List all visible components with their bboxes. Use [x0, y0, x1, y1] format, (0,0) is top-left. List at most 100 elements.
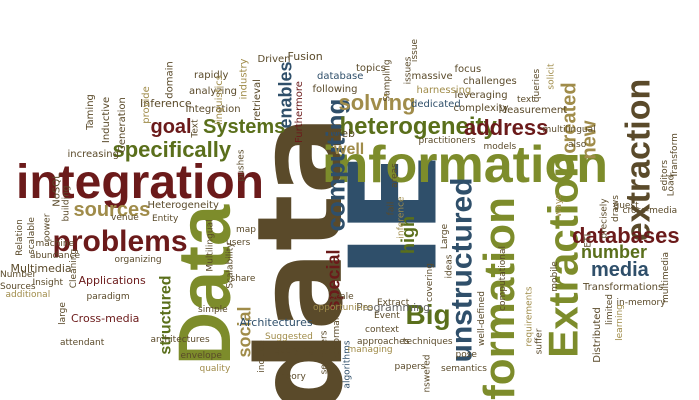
word-driven: Driven: [257, 54, 291, 65]
word-nswered: nswered: [422, 353, 433, 393]
word-papers: papers: [394, 361, 426, 372]
word-multilingual: Multilingual: [205, 218, 216, 272]
word-envelope: envelope: [180, 350, 222, 361]
word-integration: Integration: [185, 104, 241, 115]
word-solicit: solicit: [546, 62, 557, 90]
word-cross-media: Cross-media: [71, 311, 140, 325]
word-architectures: Architectures: [239, 315, 313, 329]
word-fail: fail: [386, 201, 397, 215]
word-domain: domain: [164, 61, 176, 99]
word-ideas: ideas: [444, 254, 455, 278]
word-challenges: challenges: [463, 76, 517, 87]
word-extract: Extract: [377, 297, 410, 308]
word-attendant: attendant: [60, 337, 105, 348]
word-web: Web: [331, 126, 355, 140]
word-specifically: specifically: [112, 137, 232, 162]
word-map: map: [236, 224, 256, 235]
word-multimedia: multimedia: [660, 251, 671, 303]
word-multilingual: multilingual: [542, 124, 596, 135]
word-paradigm: paradigm: [86, 291, 130, 302]
word-techniques: techniques: [403, 336, 453, 347]
word-areas: areas: [389, 162, 400, 188]
word-organizing: organizing: [114, 254, 162, 265]
word-retrieval: retrieval: [251, 79, 263, 121]
word-editors: editors: [659, 159, 670, 191]
word-multimedia: Multimedia: [10, 261, 72, 275]
word-relation: Relation: [14, 218, 25, 256]
word-scale: scale: [330, 291, 354, 302]
word-sampling: Sampling: [382, 58, 393, 102]
word-mobile: mobile: [549, 260, 560, 292]
word-provide: provide: [140, 86, 152, 124]
word-generation: Generation: [116, 97, 128, 153]
word-increasing: increasing: [67, 149, 119, 160]
word-context: context: [365, 324, 399, 335]
word-heterogeneity: Heterogeneity: [147, 200, 219, 211]
word-inference: inference: [396, 195, 407, 239]
word-abundance: abundance: [30, 250, 81, 261]
word-managing: managing: [347, 344, 393, 355]
word-include: include: [256, 339, 267, 373]
word-applications: Applications: [78, 273, 146, 287]
word-sources: Sources: [0, 281, 36, 292]
word-linguistics: linguistics: [213, 75, 225, 125]
word-text: Text: [190, 118, 201, 138]
word-extraction: extraction: [618, 78, 657, 242]
word-searchers: searchers: [319, 330, 330, 374]
word-computational: computational: [497, 245, 508, 311]
word-semantics: semantics: [441, 363, 487, 374]
word-models: models: [483, 141, 517, 152]
word-power: power: [42, 213, 53, 241]
word-suggested: Suggested: [265, 331, 313, 342]
word-venue: venue: [111, 212, 139, 223]
word-issue: issue: [409, 38, 420, 62]
word-querying: querying: [274, 345, 314, 356]
word-integration: integration: [16, 156, 264, 209]
word-simple: simple: [198, 304, 228, 315]
word-leveraging: leveraging: [454, 90, 508, 101]
word-measurement: Measurement: [498, 105, 568, 116]
word-media: media: [591, 259, 649, 281]
word-cleaning: Cleaning: [68, 248, 79, 288]
word-well: well: [334, 141, 365, 158]
word-fusion: Fusion: [287, 49, 323, 63]
word-also: also: [568, 139, 587, 150]
word-entity: Entity: [152, 213, 179, 224]
word-distributed: Distributed: [591, 307, 603, 363]
word-practitioners: practitioners: [418, 135, 476, 146]
word-guest: guest: [613, 200, 639, 211]
word-rapidly: rapidly: [194, 70, 229, 81]
word-social: social: [234, 306, 255, 358]
word-users: users: [226, 237, 251, 248]
word-enables: enables: [275, 61, 296, 129]
word-in-memory: in-memory: [616, 297, 666, 308]
word-inductive: Inductive: [101, 96, 113, 144]
word-machine: machine: [35, 238, 75, 249]
word-building: building: [61, 184, 72, 222]
word-goal: goal: [150, 116, 192, 138]
word-insight: Insight: [32, 277, 64, 288]
word-massive: massive: [411, 71, 453, 82]
word-pushes: pushes: [236, 148, 247, 182]
word-architectures: architectures: [150, 334, 210, 345]
word-quality: quality: [199, 363, 231, 374]
word-covering: covering: [424, 262, 435, 302]
word-share: share: [230, 273, 256, 284]
word-address: address: [464, 115, 549, 140]
word-precisely: precisely: [599, 197, 610, 239]
word-programming: Programming: [356, 300, 431, 314]
word-learning: learning: [614, 303, 625, 341]
word-requirements: requirements: [524, 285, 535, 347]
word-cross-media: cross-media: [622, 205, 678, 216]
word-large: Large: [439, 223, 450, 249]
word-event: Event: [374, 310, 400, 321]
word-heterogeneity: heterogeneity: [339, 113, 497, 140]
word-solving: solving: [338, 90, 416, 115]
word-industry: industry: [237, 58, 249, 100]
word-number: number: [581, 242, 648, 262]
word-approaches: approaches: [357, 336, 410, 347]
word-extraction: Extraction: [539, 152, 587, 358]
word-well-defined: well-defined: [476, 290, 487, 346]
word-ways: ways: [553, 193, 564, 217]
